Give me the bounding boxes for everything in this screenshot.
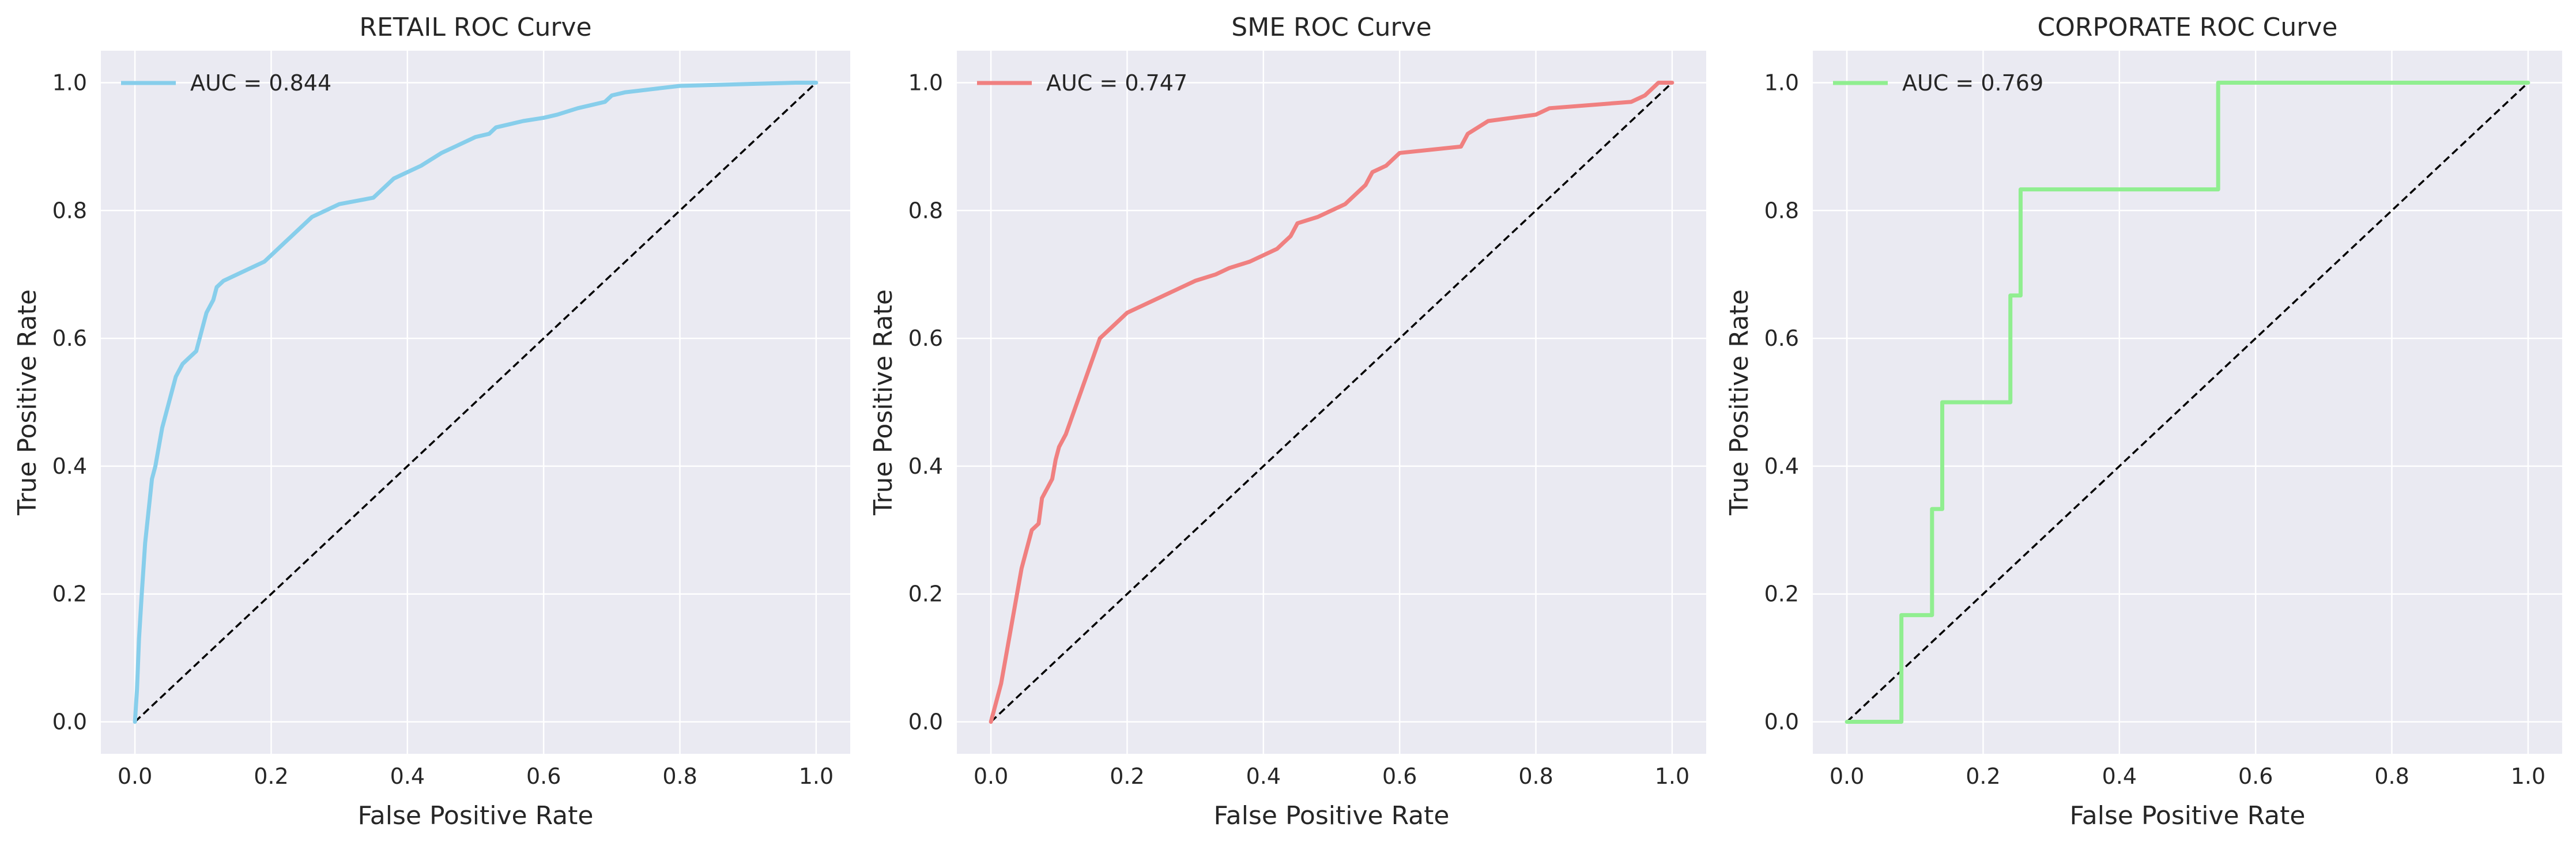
x-axis-label: False Positive Rate: [358, 801, 594, 830]
x-tick-label: 0.2: [1966, 764, 2000, 789]
chance-diagonal: [990, 82, 1673, 723]
y-axis-label: True Positive Rate: [13, 289, 42, 516]
x-tick-label: 0.2: [1110, 764, 1144, 789]
chart-title: CORPORATE ROC Curve: [2038, 13, 2338, 42]
x-tick-label: 0.4: [1246, 764, 1281, 789]
x-tick-label: 0.6: [2238, 764, 2273, 789]
x-tick-label: 0.6: [526, 764, 561, 789]
x-tick-label: 0.8: [2374, 764, 2409, 789]
x-tick-label: 1.0: [1655, 764, 1689, 789]
grid: [957, 51, 1706, 754]
x-tick-label: 0.0: [1830, 764, 1864, 789]
x-tick-label: 0.2: [254, 764, 288, 789]
y-tick-label: 1.0: [1764, 70, 1799, 95]
x-tick-label: 0.0: [974, 764, 1008, 789]
y-tick-label: 0.4: [908, 454, 943, 479]
x-tick-label: 0.8: [662, 764, 697, 789]
y-axis-label: True Positive Rate: [869, 289, 898, 516]
roc-curve-line: [1845, 80, 2530, 724]
axis-ticks: 0.0 0.2 0.4 0.6 0.8 1.0 0.0 0.2 0.4 0.6 0.8 1.0: [52, 70, 834, 789]
y-tick-label: 0.0: [908, 709, 943, 735]
y-tick-label: 0.2: [52, 581, 87, 607]
panel-sme: SME ROC Curve 0.0 0.2 0.4 0.6 0.8 1.00.00.20.…: [869, 13, 1706, 830]
legend-label: AUC = 0.769: [1902, 70, 2043, 96]
y-tick-label: 0.0: [52, 709, 87, 735]
y-tick-label: 0.4: [1764, 454, 1799, 479]
y-tick-label: 0.0: [1764, 709, 1799, 735]
y-tick-label: 0.8: [1764, 198, 1799, 223]
y-tick-label: 0.2: [1764, 581, 1799, 607]
roc-curve-line: [133, 80, 819, 724]
x-tick-label: 0.4: [390, 764, 425, 789]
chart-title: RETAIL ROC Curve: [359, 13, 591, 42]
y-tick-label: 0.2: [908, 581, 943, 607]
legend-label: AUC = 0.844: [190, 70, 331, 96]
axis-ticks: 0.0 0.2 0.4 0.6 0.8 1.0 0.0 0.2 0.4 0.6 0.8 1.0: [1764, 70, 2546, 789]
chance-diagonal: [1846, 82, 2529, 723]
chance-diagonal: [134, 82, 817, 723]
x-axis-label: False Positive Rate: [1214, 801, 1450, 830]
x-axis-label: False Positive Rate: [2070, 801, 2306, 830]
axis-ticks: 0.0 0.2 0.4 0.6 0.8 1.0 0.0 0.2 0.4 0.6 0.8 1.0: [908, 70, 1690, 789]
x-tick-label: 0.0: [118, 764, 152, 789]
x-tick-label: 0.8: [1518, 764, 1553, 789]
legend-label: AUC = 0.747: [1046, 70, 1187, 96]
panel-retail: RETAIL ROC Curve 0.0 0.2 0.4 0.6 0.8 1.00.00.…: [13, 13, 850, 830]
roc-curve-line: [989, 80, 1674, 724]
legend: AUC = 0.747: [977, 70, 1187, 96]
y-axis-label: True Positive Rate: [1725, 289, 1754, 516]
grid: [101, 51, 850, 754]
x-tick-label: 0.6: [1382, 764, 1417, 789]
y-tick-label: 0.6: [1764, 326, 1799, 351]
y-tick-label: 0.4: [52, 454, 87, 479]
x-tick-label: 1.0: [2511, 764, 2545, 789]
y-tick-label: 0.8: [908, 198, 943, 223]
legend: AUC = 0.769: [1833, 70, 2043, 96]
y-tick-label: 0.6: [908, 326, 943, 351]
panel-corporate: CORPORATE ROC Curve 0.0 0.2 0.4 0.6 0.8 1.00.…: [1725, 13, 2562, 830]
y-tick-label: 0.8: [52, 198, 87, 223]
chart-title: SME ROC Curve: [1231, 13, 1431, 42]
x-tick-label: 1.0: [799, 764, 833, 789]
y-tick-label: 0.6: [52, 326, 87, 351]
y-tick-label: 1.0: [908, 70, 943, 95]
legend: AUC = 0.844: [121, 70, 331, 96]
x-tick-label: 0.4: [2102, 764, 2137, 789]
y-tick-label: 1.0: [52, 70, 87, 95]
